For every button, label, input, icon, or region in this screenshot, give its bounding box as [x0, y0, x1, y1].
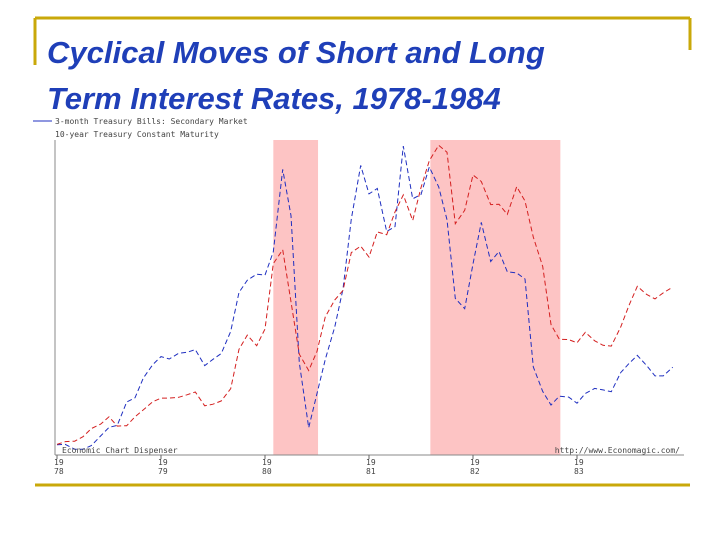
source-note: Economic Chart Dispenser: [62, 446, 178, 455]
x-tick-label: 19 80: [262, 458, 272, 476]
x-tick-label: 19 83: [574, 458, 584, 476]
legend-label: 3-month Treasury Bills: Secondary Market: [55, 117, 248, 126]
title-line: Term Interest Rates, 1978-1984: [47, 81, 501, 116]
recession-band: [430, 140, 561, 455]
series-line: [56, 146, 674, 450]
x-tick-label: 19 81: [366, 458, 376, 476]
x-tick-label: 19 78: [54, 458, 64, 476]
x-tick-label: 19 79: [158, 458, 168, 476]
plot: 19 78 19 79 19 80 19 81 19 82 19 83 3-month Treasury…: [33, 117, 684, 476]
legend-label: 10-year Treasury Constant Maturity: [55, 130, 219, 139]
series-line: [56, 144, 673, 445]
slide-frame: [33, 16, 692, 487]
x-tick-label: 19 82: [470, 458, 480, 476]
title-line: Cyclical Moves of Short and Long: [47, 35, 545, 70]
source-note: http://www.Economagic.com/: [555, 446, 680, 455]
